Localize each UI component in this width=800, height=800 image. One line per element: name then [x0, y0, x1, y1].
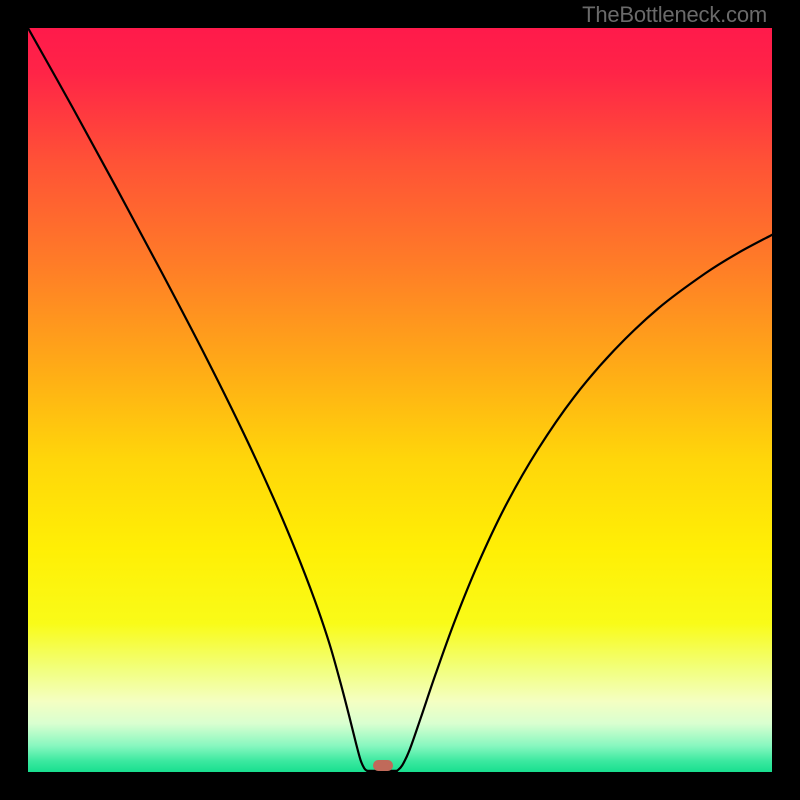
watermark-text: TheBottleneck.com: [582, 2, 767, 28]
bottleneck-curve: [28, 28, 772, 772]
chart-container: TheBottleneck.com: [0, 0, 800, 800]
optimal-marker: [373, 760, 392, 771]
plot-area: [28, 28, 772, 772]
